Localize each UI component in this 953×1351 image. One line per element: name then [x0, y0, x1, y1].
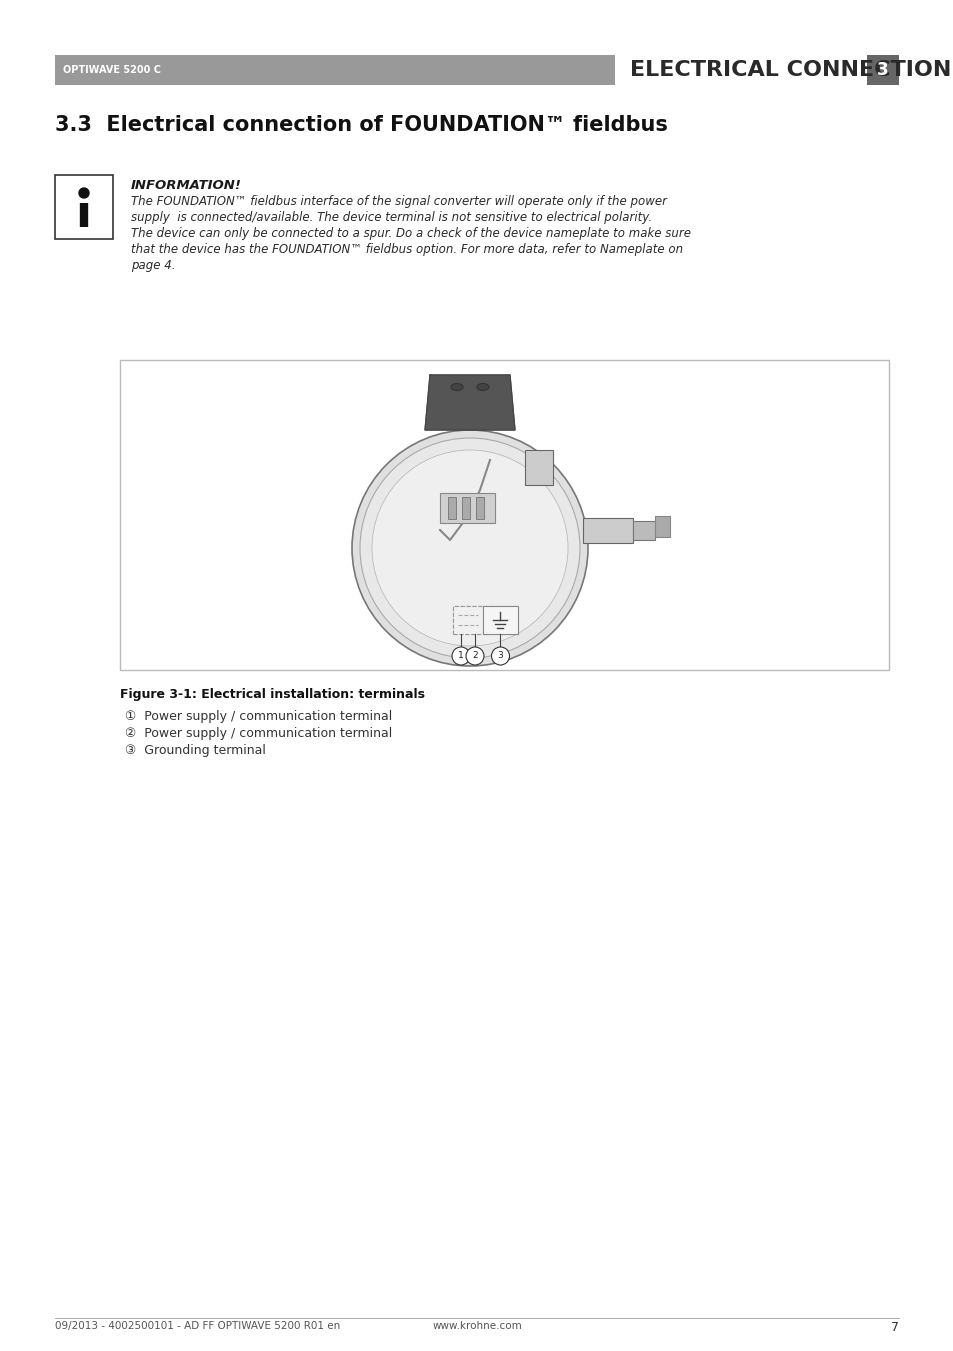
Ellipse shape	[451, 384, 462, 390]
Text: INFORMATION!: INFORMATION!	[131, 178, 242, 192]
Text: supply  is connected/available. The device terminal is not sensitive to electric: supply is connected/available. The devic…	[131, 211, 652, 224]
Bar	[524, 450, 553, 485]
Text: ①  Power supply / communication terminal: ① Power supply / communication terminal	[125, 711, 392, 723]
Bar	[461, 497, 470, 519]
Text: 3.3  Electrical connection of FOUNDATION™ fieldbus: 3.3 Electrical connection of FOUNDATION™…	[55, 115, 667, 135]
Bar	[439, 493, 495, 523]
Bar	[633, 521, 655, 540]
Bar	[582, 517, 633, 543]
Text: ELECTRICAL CONNECTIONS: ELECTRICAL CONNECTIONS	[629, 59, 953, 80]
Circle shape	[465, 647, 483, 665]
Bar	[120, 359, 888, 670]
Circle shape	[79, 188, 89, 199]
Circle shape	[491, 647, 509, 665]
Circle shape	[352, 430, 587, 666]
Circle shape	[359, 438, 579, 658]
Text: OPTIWAVE 5200 C: OPTIWAVE 5200 C	[63, 65, 161, 76]
Bar	[55, 176, 112, 239]
Circle shape	[372, 450, 567, 646]
Text: 09/2013 - 4002500101 - AD FF OPTIWAVE 5200 R01 en: 09/2013 - 4002500101 - AD FF OPTIWAVE 52…	[55, 1321, 340, 1331]
Text: 1: 1	[457, 651, 463, 661]
Text: The FOUNDATION™ fieldbus interface of the signal converter will operate only if : The FOUNDATION™ fieldbus interface of th…	[131, 195, 666, 208]
Bar	[866, 55, 898, 85]
Polygon shape	[424, 376, 515, 430]
Text: 7: 7	[890, 1321, 898, 1333]
Ellipse shape	[476, 384, 489, 390]
Circle shape	[452, 647, 470, 665]
Text: Figure 3-1: Electrical installation: terminals: Figure 3-1: Electrical installation: ter…	[120, 688, 424, 701]
Text: 3: 3	[497, 651, 503, 661]
Bar	[55, 55, 615, 85]
Text: www.krohne.com: www.krohne.com	[432, 1321, 521, 1331]
Bar	[655, 516, 669, 536]
Text: page 4.: page 4.	[131, 259, 175, 272]
Text: The device can only be connected to a spur. Do a check of the device nameplate t: The device can only be connected to a sp…	[131, 227, 690, 240]
Text: 3: 3	[876, 61, 888, 78]
Text: that the device has the FOUNDATION™ fieldbus option. For more data, refer to Nam: that the device has the FOUNDATION™ fiel…	[131, 243, 682, 255]
Bar	[453, 607, 482, 634]
Bar	[482, 607, 517, 634]
Text: 2: 2	[472, 651, 477, 661]
Bar	[448, 497, 456, 519]
Text: ③  Grounding terminal: ③ Grounding terminal	[125, 744, 266, 757]
Text: ②  Power supply / communication terminal: ② Power supply / communication terminal	[125, 727, 392, 740]
Bar	[453, 607, 517, 634]
Bar	[476, 497, 483, 519]
